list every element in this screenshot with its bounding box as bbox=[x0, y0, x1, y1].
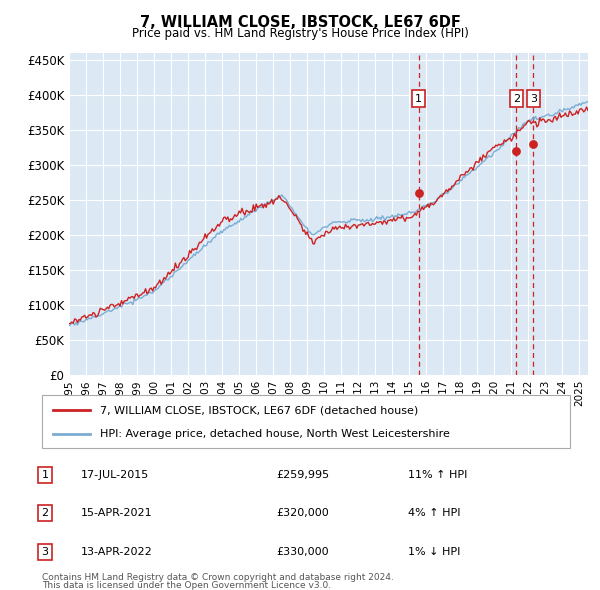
Text: 11% ↑ HPI: 11% ↑ HPI bbox=[408, 470, 467, 480]
Point bbox=[529, 139, 538, 149]
Text: £320,000: £320,000 bbox=[276, 509, 329, 518]
FancyBboxPatch shape bbox=[42, 395, 570, 448]
Text: 4% ↑ HPI: 4% ↑ HPI bbox=[408, 509, 461, 518]
Text: 3: 3 bbox=[530, 94, 537, 103]
Point bbox=[414, 188, 424, 198]
Text: Price paid vs. HM Land Registry's House Price Index (HPI): Price paid vs. HM Land Registry's House … bbox=[131, 27, 469, 40]
Text: Contains HM Land Registry data © Crown copyright and database right 2024.: Contains HM Land Registry data © Crown c… bbox=[42, 572, 394, 582]
Text: 2: 2 bbox=[513, 94, 520, 103]
Text: £259,995: £259,995 bbox=[276, 470, 329, 480]
Text: This data is licensed under the Open Government Licence v3.0.: This data is licensed under the Open Gov… bbox=[42, 581, 331, 590]
Point bbox=[512, 146, 521, 156]
Text: 1% ↓ HPI: 1% ↓ HPI bbox=[408, 547, 460, 556]
Text: 1: 1 bbox=[415, 94, 422, 103]
Text: 7, WILLIAM CLOSE, IBSTOCK, LE67 6DF: 7, WILLIAM CLOSE, IBSTOCK, LE67 6DF bbox=[140, 15, 460, 30]
Text: 1: 1 bbox=[41, 470, 49, 480]
Text: 15-APR-2021: 15-APR-2021 bbox=[81, 509, 152, 518]
Text: 13-APR-2022: 13-APR-2022 bbox=[81, 547, 153, 556]
Text: 7, WILLIAM CLOSE, IBSTOCK, LE67 6DF (detached house): 7, WILLIAM CLOSE, IBSTOCK, LE67 6DF (det… bbox=[100, 405, 418, 415]
Text: £330,000: £330,000 bbox=[276, 547, 329, 556]
Text: 17-JUL-2015: 17-JUL-2015 bbox=[81, 470, 149, 480]
Text: 2: 2 bbox=[41, 509, 49, 518]
Text: 3: 3 bbox=[41, 547, 49, 556]
Text: HPI: Average price, detached house, North West Leicestershire: HPI: Average price, detached house, Nort… bbox=[100, 428, 450, 438]
